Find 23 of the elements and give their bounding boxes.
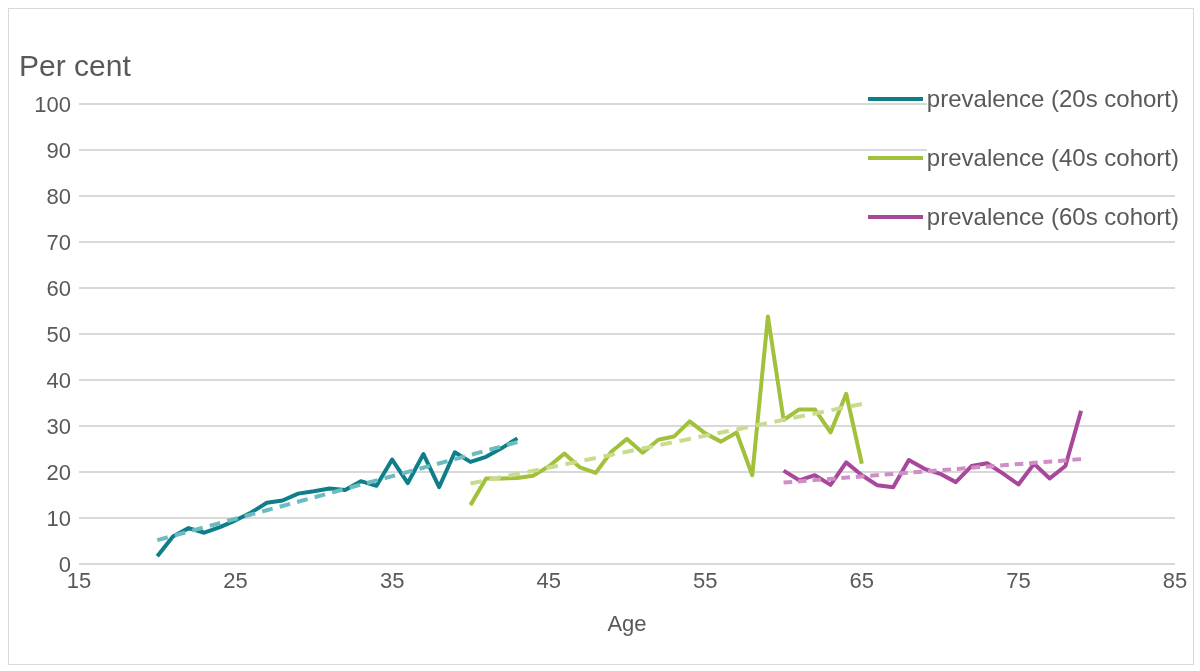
x-tick-label: 25 (223, 567, 248, 593)
line-series (468, 314, 864, 508)
legend-label: prevalence (60s cohort) (926, 202, 1179, 231)
y-tick-label: 70 (46, 229, 71, 255)
x-axis-title: Age (607, 611, 647, 636)
legend-label: prevalence (20s cohort) (926, 84, 1179, 113)
x-tick-label: 45 (536, 567, 561, 593)
y-tick-label: 50 (46, 321, 71, 347)
x-tick-label: 35 (379, 567, 405, 593)
x-tick-label: 85 (1162, 567, 1188, 593)
y-tick-label: 40 (46, 367, 71, 393)
y-tick-label: 30 (46, 413, 71, 439)
y-tick-label: 10 (46, 505, 71, 531)
x-tick-label: 55 (693, 567, 718, 593)
y-tick-label: 90 (46, 137, 71, 163)
y-axis-title: Per cent (19, 49, 131, 83)
y-tick-label: 80 (46, 183, 71, 209)
y-tick-label: 60 (46, 275, 71, 301)
x-tick-label: 65 (849, 567, 875, 593)
legend-label: prevalence (40s cohort) (926, 143, 1179, 172)
x-tick-label: 75 (1006, 567, 1031, 593)
y-tick-label: 100 (34, 91, 71, 117)
y-tick-label: 20 (46, 459, 71, 485)
